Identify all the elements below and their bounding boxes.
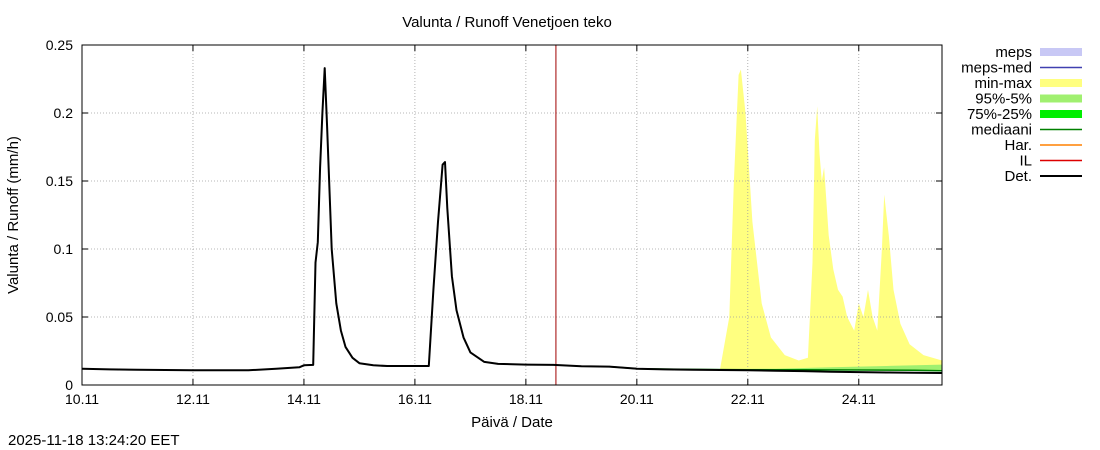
y-tick-label-4: 0.2 bbox=[54, 105, 74, 121]
legend-swatch-3 bbox=[1040, 94, 1082, 103]
timestamp: 2025-11-18 13:24:20 EET bbox=[8, 432, 180, 449]
y-tick-label-1: 0.05 bbox=[46, 309, 73, 325]
band-min-max bbox=[720, 69, 942, 370]
legend: mepsmeps-medmin-max95%-5%75%-25%mediaani… bbox=[961, 44, 1082, 185]
y-axis-title: Valunta / Runoff (mm/h) bbox=[5, 136, 22, 294]
legend-label-6: Har. bbox=[1004, 137, 1032, 154]
x-axis-title: Päivä / Date bbox=[471, 414, 553, 431]
y-tick-label-5: 0.25 bbox=[46, 37, 73, 53]
legend-label-7: IL bbox=[1019, 153, 1032, 170]
y-axis-ticks: 0 0.05 0.1 0.15 0.2 0.25 bbox=[46, 37, 942, 393]
series-det- bbox=[81, 67, 943, 374]
y-tick-label-0: 0 bbox=[65, 377, 73, 393]
plot-series bbox=[81, 45, 943, 385]
x-tick-label-4: 18.11 bbox=[509, 391, 543, 407]
x-tick-label-1: 12.11 bbox=[176, 391, 210, 407]
plot-bands bbox=[720, 69, 942, 371]
x-axis-ticks: 10.11 12.11 14.11 16.11 18.11 20.11 22.11 24.11 bbox=[65, 45, 876, 407]
x-tick-label-5: 20.11 bbox=[620, 391, 654, 407]
x-tick-label-2: 14.11 bbox=[287, 391, 321, 407]
legend-label-5: mediaani bbox=[971, 122, 1032, 139]
x-tick-label-3: 16.11 bbox=[398, 391, 432, 407]
y-tick-label-2: 0.1 bbox=[54, 241, 74, 257]
plot-frame bbox=[81, 44, 943, 386]
x-tick-label-6: 22.11 bbox=[731, 391, 765, 407]
legend-label-2: min-max bbox=[974, 75, 1032, 92]
x-tick-label-7: 24.11 bbox=[842, 391, 876, 407]
legend-swatch-0 bbox=[1040, 48, 1082, 56]
y-tick-label-3: 0.15 bbox=[46, 173, 73, 189]
x-tick-label-0: 10.11 bbox=[65, 391, 99, 407]
legend-label-8: Det. bbox=[1004, 168, 1032, 185]
legend-label-1: meps-med bbox=[961, 60, 1032, 77]
legend-label-0: meps bbox=[995, 44, 1032, 61]
legend-label-4: 75%-25% bbox=[967, 106, 1032, 123]
chart-title: Valunta / Runoff Venetjoen teko bbox=[402, 14, 612, 31]
legend-swatch-2 bbox=[1040, 79, 1082, 87]
legend-swatch-4 bbox=[1040, 110, 1082, 118]
legend-label-3: 95%-5% bbox=[975, 91, 1032, 108]
